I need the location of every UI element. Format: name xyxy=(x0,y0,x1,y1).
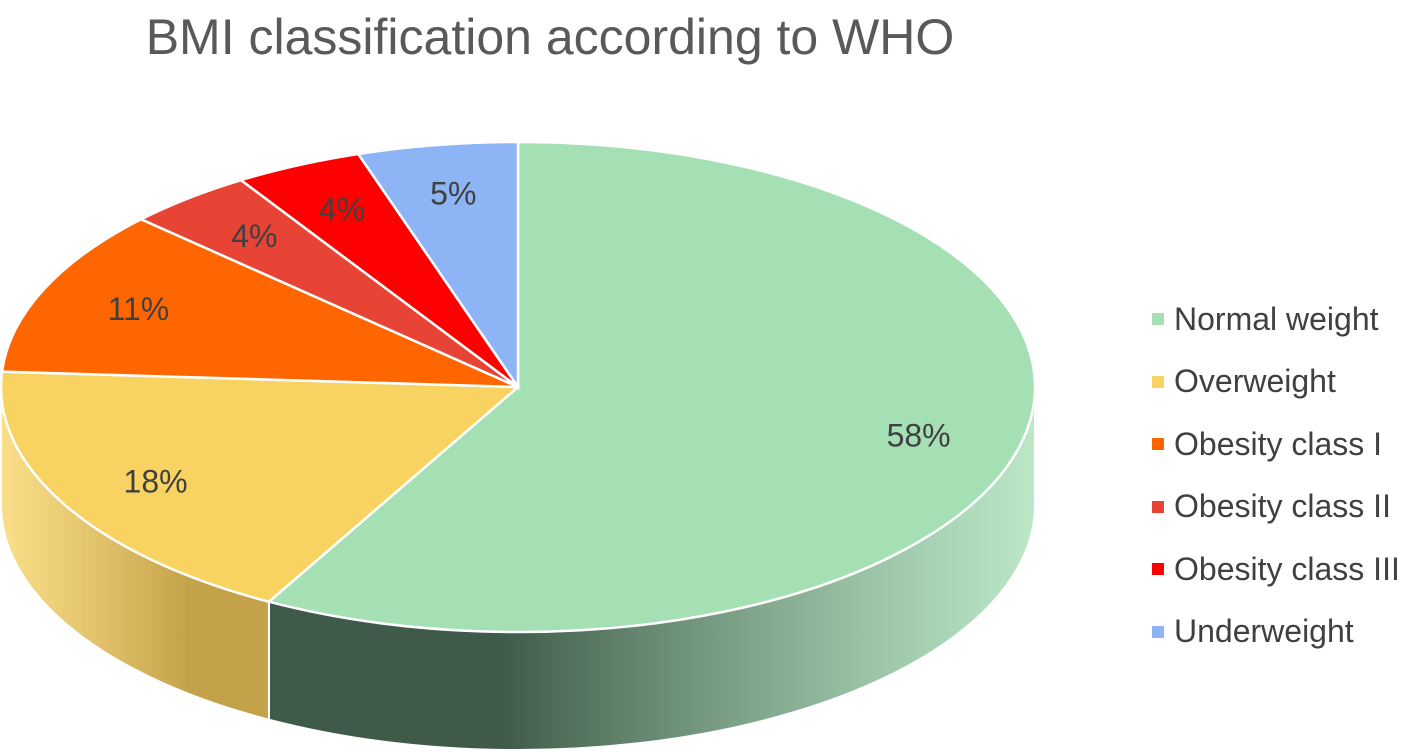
pie-slice xyxy=(356,140,520,392)
data-label: 11% xyxy=(108,291,170,327)
legend-label: Underweight xyxy=(1174,613,1354,650)
legend-item: Obesity class II xyxy=(1152,476,1400,539)
legend-label: Obesity class III xyxy=(1174,550,1400,587)
legend-item: Normal weight xyxy=(1152,288,1400,351)
legend-item: Obesity class I xyxy=(1152,413,1400,476)
chart-title: BMI classification according to WHO xyxy=(145,9,955,65)
legend-swatch xyxy=(1152,313,1164,326)
data-label: 5% xyxy=(430,175,476,211)
legend-swatch xyxy=(1152,375,1164,388)
pie-slice xyxy=(0,217,519,389)
legend-label: Normal weight xyxy=(1174,300,1379,337)
legend-swatch xyxy=(1152,563,1164,576)
pie-slice xyxy=(266,140,1037,634)
legend-label: Obesity class II xyxy=(1174,488,1391,525)
legend-swatch xyxy=(1152,625,1164,638)
legend: Normal weight Overweight Obesity class I Ob… xyxy=(1152,288,1400,663)
legend-item: Underweight xyxy=(1152,601,1400,664)
legend-label: Obesity class I xyxy=(1174,425,1383,462)
legend-label: Overweight xyxy=(1174,363,1336,400)
data-label: 4% xyxy=(231,218,277,254)
legend-swatch xyxy=(1152,500,1164,513)
data-label: 18% xyxy=(124,463,188,499)
pie-slice xyxy=(0,370,522,604)
legend-item: Overweight xyxy=(1152,351,1400,414)
data-label: 58% xyxy=(887,418,951,454)
legend-swatch xyxy=(1152,438,1164,451)
data-label: 4% xyxy=(319,192,365,228)
legend-item: Obesity class III xyxy=(1152,538,1400,601)
